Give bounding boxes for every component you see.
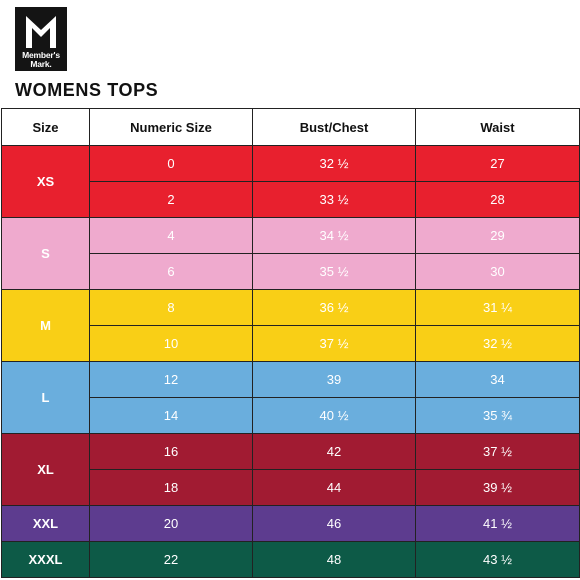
table-header-row: Size Numeric Size Bust/Chest Waist: [1, 108, 580, 146]
bust-chest-cell: 36 ½: [252, 289, 416, 326]
brand-name-line1: Member's: [22, 50, 60, 60]
numeric-size-cell: 20: [89, 505, 253, 542]
waist-cell: 39 ½: [415, 469, 580, 506]
waist-cell: 37 ½: [415, 433, 580, 470]
table-row: XS 0 32 ½ 27: [1, 145, 580, 218]
size-label-cell: XXL: [1, 505, 90, 542]
numeric-size-cell: 16: [89, 433, 253, 470]
table-row: 6 35 ½ 30: [2, 253, 580, 290]
waist-cell: 32 ½: [415, 325, 580, 362]
numeric-size-cell: 6: [89, 253, 253, 290]
waist-cell: 27: [415, 145, 580, 182]
table-row: 2 33 ½ 28: [2, 181, 580, 218]
brand-name-line2: Mark.: [30, 59, 52, 69]
table-row: 10 37 ½ 32 ½: [2, 325, 580, 362]
numeric-size-cell: 22: [89, 541, 253, 578]
bust-chest-cell: 32 ½: [252, 145, 416, 182]
size-label-cell: XL: [1, 433, 90, 506]
waist-cell: 29: [415, 217, 580, 254]
size-chart-table: Size Numeric Size Bust/Chest Waist XS 0 32…: [1, 108, 580, 578]
header-size: Size: [1, 108, 90, 146]
bust-chest-cell: 44: [252, 469, 416, 506]
waist-cell: 41 ½: [415, 505, 580, 542]
table-row: XL 16 42 37 ½: [1, 433, 580, 506]
waist-cell: 35 ¾: [415, 397, 580, 434]
table-body: XS 0 32 ½ 27 2 33 ½ 28 S 4 34 ½ 29 6 35 ½ 30 M 8 36 ½ 31 …: [1, 145, 580, 578]
numeric-size-cell: 18: [89, 469, 253, 506]
bust-chest-cell: 33 ½: [252, 181, 416, 218]
size-label-cell: L: [1, 361, 90, 434]
bust-chest-cell: 48: [252, 541, 416, 578]
waist-cell: 43 ½: [415, 541, 580, 578]
table-row: S 4 34 ½ 29: [1, 217, 580, 290]
bust-chest-cell: 37 ½: [252, 325, 416, 362]
brand-logo: Member's Mark.: [15, 7, 67, 71]
numeric-size-cell: 12: [89, 361, 253, 398]
bust-chest-cell: 40 ½: [252, 397, 416, 434]
size-label-cell: S: [1, 217, 90, 290]
waist-cell: 30: [415, 253, 580, 290]
bust-chest-cell: 39: [252, 361, 416, 398]
numeric-size-cell: 10: [89, 325, 253, 362]
table-row: M 8 36 ½ 31 ¼: [1, 289, 580, 362]
size-label-cell: M: [1, 289, 90, 362]
logo-m-icon: [26, 16, 56, 48]
numeric-size-cell: 4: [89, 217, 253, 254]
bust-chest-cell: 34 ½: [252, 217, 416, 254]
numeric-size-cell: 14: [89, 397, 253, 434]
bust-chest-cell: 35 ½: [252, 253, 416, 290]
size-label-cell: XS: [1, 145, 90, 218]
header-bust-chest: Bust/Chest: [252, 108, 416, 146]
size-label-cell: XXXL: [1, 541, 90, 578]
table-row: L 12 39 34: [1, 361, 580, 434]
header-numeric-size: Numeric Size: [89, 108, 253, 146]
header-waist: Waist: [415, 108, 580, 146]
waist-cell: 28: [415, 181, 580, 218]
bust-chest-cell: 46: [252, 505, 416, 542]
numeric-size-cell: 8: [89, 289, 253, 326]
table-row: 18 44 39 ½: [2, 469, 580, 506]
table-row: 14 40 ½ 35 ¾: [2, 397, 580, 434]
page-title: WOMENS TOPS: [15, 80, 159, 100]
bust-chest-cell: 42: [252, 433, 416, 470]
table-row: XXXL 22 48 43 ½: [1, 541, 580, 578]
table-row: XXL 20 46 41 ½: [1, 505, 580, 542]
waist-cell: 34: [415, 361, 580, 398]
numeric-size-cell: 2: [89, 181, 253, 218]
waist-cell: 31 ¼: [415, 289, 580, 326]
numeric-size-cell: 0: [89, 145, 253, 182]
